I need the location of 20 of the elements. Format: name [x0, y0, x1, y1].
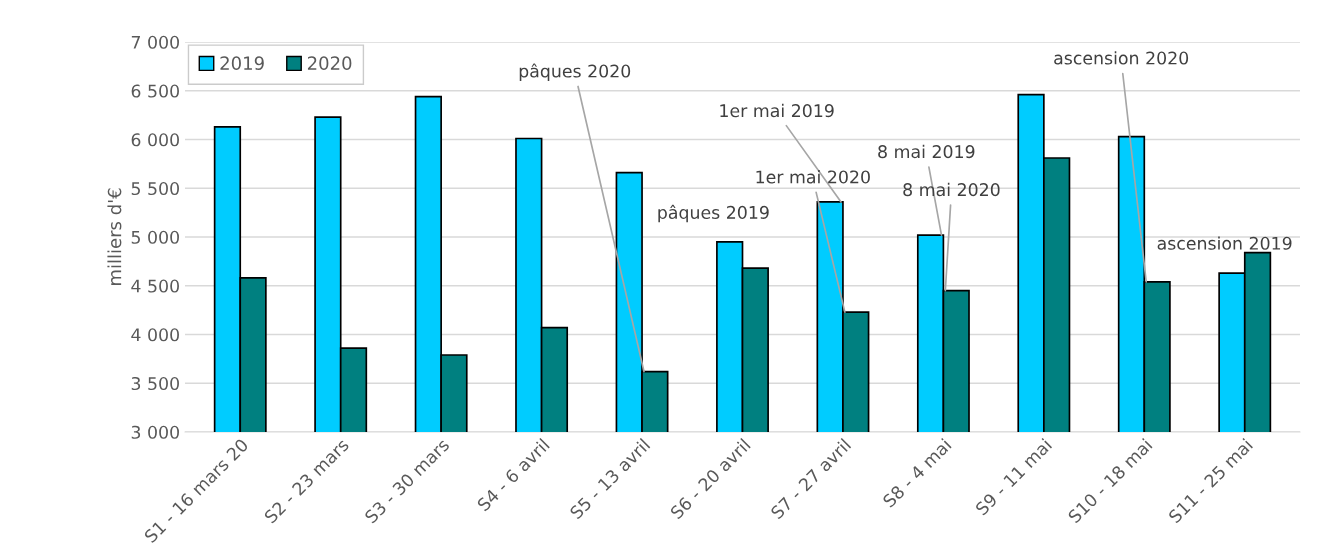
annotation: pâques 2020 [519, 63, 631, 81]
annotation: 1er mai 2020 [756, 170, 870, 184]
y-tick-label: 6 000 [131, 133, 179, 147]
legend-label: 2019 [220, 56, 264, 70]
y-tick-label: 5 500 [131, 181, 179, 196]
y-tick-label: 3 500 [131, 376, 179, 391]
annotation: pâques 2019 [658, 204, 769, 223]
annotation: 8 mai 2019 [878, 144, 975, 159]
y-tick-label: 7 000 [131, 35, 179, 49]
y-axis-title: milliers d'€ [107, 188, 122, 285]
y-tick-label: 3 000 [131, 425, 179, 439]
legend-label: 2020 [307, 56, 352, 70]
annotation: ascension 2019 [1157, 236, 1292, 250]
annotation: 8 mai 2020 [903, 182, 1000, 197]
annotation: 1er mai 2019 [720, 103, 834, 118]
annotation: ascension 2020 [1054, 51, 1189, 65]
y-tick-label: 6 500 [131, 84, 179, 98]
y-tick-label: 4 500 [131, 279, 179, 293]
y-tick-label: 4 000 [131, 328, 179, 342]
y-tick-label: 5 000 [131, 230, 179, 244]
